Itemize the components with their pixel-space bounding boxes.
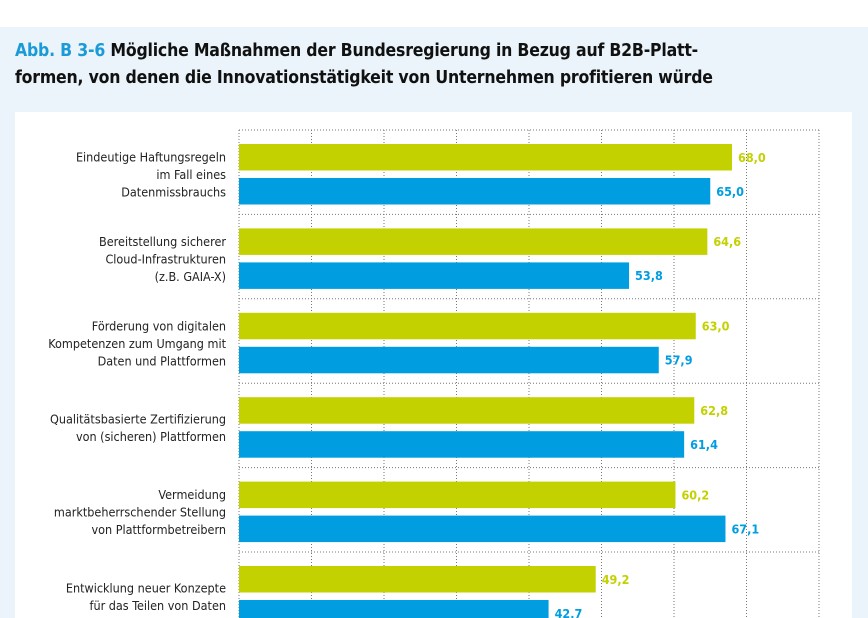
- category-label-1-line-1: Cloud-Infrastrukturen: [105, 251, 226, 266]
- data-label-series-blue-3: 61,4: [690, 437, 718, 452]
- data-label-series-green-1: 64,6: [713, 234, 741, 249]
- category-label-3-line-0: Qualitätsbasierte Zertifizierung: [50, 411, 226, 426]
- data-label-series-green-2: 63,0: [702, 319, 730, 334]
- category-label-1-line-2: (z.B. GAIA-X): [155, 269, 226, 284]
- figure-title: Abb. B 3-6 Mögliche Maßnahmen der Bundes…: [15, 38, 855, 92]
- category-label-5-line-0: Entwicklung neuer Konzepte: [66, 580, 226, 595]
- data-label-series-green-3: 62,8: [700, 403, 728, 418]
- category-label-2-line-1: Kompetenzen zum Umgang mit: [48, 336, 226, 351]
- figure-id: Abb. B 3-6: [15, 41, 106, 61]
- data-label-series-green-4: 60,2: [681, 487, 709, 502]
- data-label-series-blue-1: 53,8: [635, 268, 663, 283]
- category-label-0-line-0: Eindeutige Haftungsregeln: [76, 150, 226, 165]
- bar-series-blue-4: [239, 515, 726, 543]
- data-label-series-green-5: 49,2: [602, 572, 630, 587]
- title-line-1: Mögliche Maßnahmen der Bundesregierung i…: [110, 41, 698, 61]
- bar-series-blue-3: [239, 431, 685, 458]
- category-label-3-line-1: von (sicheren) Plattformen: [76, 429, 226, 444]
- bar-series-green-2: [239, 312, 696, 340]
- bar-series-blue-1: [239, 262, 630, 289]
- bar-series-blue-0: [239, 178, 711, 205]
- data-label-series-blue-0: 65,0: [716, 184, 744, 199]
- category-label-4-line-0: Vermeidung: [158, 487, 226, 502]
- category-label-0-line-1: im Fall eines: [156, 167, 226, 182]
- data-label-series-blue-4: 67,1: [731, 521, 759, 536]
- category-label-2-line-0: Förderung von digitalen: [92, 318, 226, 333]
- category-label-5-line-1: für das Teilen von Daten: [89, 598, 226, 613]
- data-label-series-blue-2: 57,9: [665, 353, 693, 368]
- category-label-4-line-2: von Plattformbetreibern: [92, 522, 227, 537]
- category-label-0-line-2: Datenmissbrauchs: [121, 185, 226, 200]
- category-label-4-line-1: marktbeherrschender Stellung: [54, 505, 226, 520]
- category-label-2-line-2: Daten und Plattformen: [98, 353, 226, 368]
- category-label-1-line-0: Bereitstellung sicherer: [99, 234, 226, 249]
- bar-series-green-3: [239, 397, 695, 424]
- data-label-series-green-0: 68,0: [738, 150, 766, 165]
- bar-series-blue-2: [239, 346, 659, 374]
- data-label-series-blue-5: 42,7: [555, 606, 583, 618]
- bar-series-green-1: [239, 228, 708, 255]
- bar-series-green-5: [239, 566, 596, 593]
- bar-series-blue-5: [239, 600, 549, 618]
- bar-series-green-4: [239, 481, 676, 509]
- bar-series-green-0: [239, 144, 732, 171]
- title-line-2: formen, von denen die Innovationstätigke…: [15, 68, 713, 88]
